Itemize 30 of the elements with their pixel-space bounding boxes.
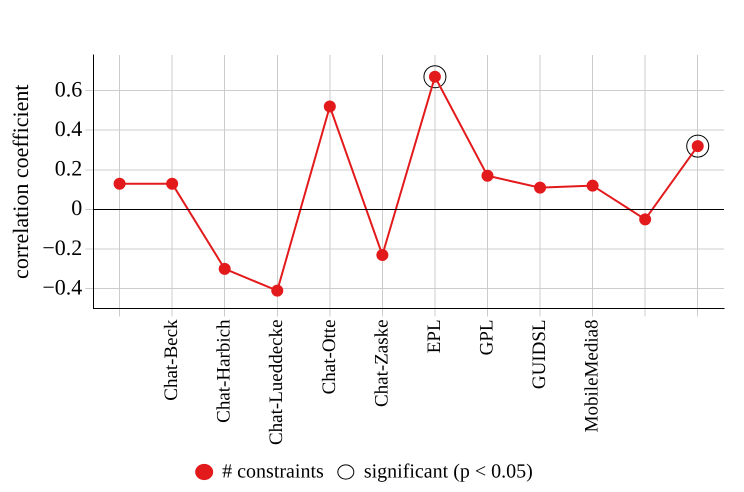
x-tick-label: GUIDSL — [529, 319, 550, 390]
point — [166, 178, 178, 190]
point — [534, 182, 546, 194]
point — [481, 170, 494, 182]
point — [639, 213, 652, 226]
x-tick-label: Chat-Beck — [161, 318, 182, 401]
y-tick-label: −0.2 — [42, 234, 82, 260]
x-tick-label: Chat-Harbich — [214, 318, 235, 423]
point — [423, 65, 446, 88]
point — [324, 100, 336, 112]
y-tick-label: 0.4 — [54, 116, 82, 142]
point — [376, 248, 388, 261]
point — [686, 134, 710, 158]
x-tick-label: Chat-Otte — [318, 319, 340, 394]
point — [271, 284, 284, 297]
x-tick-label: MobileMedia8 — [582, 319, 603, 432]
y-tick-label: 0.2 — [54, 156, 82, 181]
x-tick-label: Chat-Lueddecke — [266, 319, 288, 446]
x-tick-label: GPL — [476, 319, 498, 356]
y-tick-label: 0 — [71, 195, 82, 220]
legend-label: # constraints — [222, 460, 324, 482]
legend-label: significant (p < 0.05) — [364, 460, 533, 482]
point — [218, 262, 231, 275]
point — [114, 178, 126, 190]
point — [586, 180, 599, 192]
x-tick-label: EPL — [424, 319, 445, 354]
y-tick-label: 0.6 — [54, 76, 82, 102]
y-axis-title: correlation coefficient — [8, 84, 33, 279]
y-tick-label: −0.4 — [42, 274, 82, 300]
x-tick-label: Chat-Zaske — [371, 319, 392, 408]
